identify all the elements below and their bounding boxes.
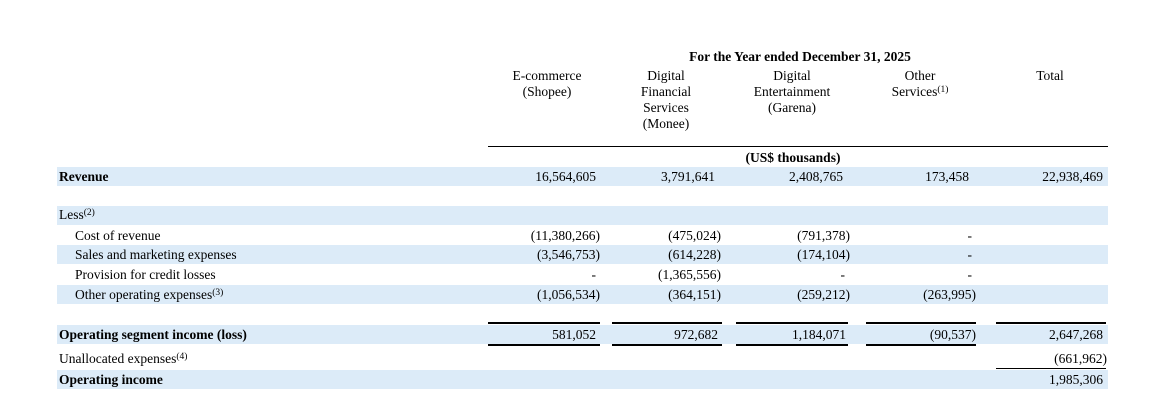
- cell-revenue-other: 173,458: [925, 169, 969, 184]
- row-label-less: Less(2): [59, 207, 95, 222]
- row-label-segment-income: Operating segment income (loss): [59, 327, 247, 342]
- row-label-operating-income: Operating income: [59, 372, 163, 387]
- rule-top-entertainment: [736, 322, 848, 324]
- cell-opex-entertainment: (259,212): [797, 287, 850, 302]
- rule-bottom-entertainment: [736, 344, 848, 346]
- row-label-credit-losses: Provision for credit losses: [75, 267, 216, 282]
- cell-unallocated-total: (661,962): [1054, 351, 1107, 366]
- cell-sales-entertainment: (174,104): [797, 247, 850, 262]
- units-label: (US$ thousands): [745, 150, 841, 165]
- row-band-less: [57, 206, 1108, 225]
- cell-cost-financial: (475,024): [668, 228, 721, 243]
- cell-credit-entertainment: -: [840, 267, 846, 282]
- row-label-cost-of-revenue: Cost of revenue: [75, 228, 161, 243]
- rule-top-financial: [612, 322, 722, 324]
- rule-bottom-other: [866, 344, 976, 346]
- column-header-other-services: Other Services(1): [891, 68, 949, 99]
- row-band-sales-marketing: [57, 245, 1108, 264]
- cell-operating-income-total: 1,985,306: [1049, 372, 1103, 387]
- cell-cost-ecommerce: (11,380,266): [530, 228, 600, 243]
- row-label-revenue: Revenue: [59, 169, 109, 184]
- rule-top-ecommerce: [488, 322, 600, 324]
- header-rule: [488, 146, 1108, 147]
- column-header-digital-financial: Digital Financial Services (Monee): [640, 68, 692, 131]
- cell-sales-other: -: [967, 247, 973, 262]
- cell-revenue-ecommerce: 16,564,605: [535, 169, 596, 184]
- cell-revenue-financial: 3,791,641: [661, 169, 715, 184]
- rule-unallocated-total: [996, 368, 1106, 369]
- cell-credit-financial: (1,365,556): [658, 267, 721, 282]
- cell-revenue-total: 22,938,469: [1042, 169, 1103, 184]
- column-header-total: Total: [1036, 68, 1064, 83]
- row-band-segment-income: [57, 325, 1108, 344]
- cell-opex-ecommerce: (1,056,534): [537, 287, 600, 302]
- cell-sales-financial: (614,228): [668, 247, 721, 262]
- row-label-other-opex: Other operating expenses(3): [75, 287, 224, 302]
- period-header: For the Year ended December 31, 2025: [689, 49, 911, 64]
- cell-segment-financial: 972,682: [674, 327, 718, 342]
- cell-opex-financial: (364,151): [668, 287, 721, 302]
- row-band-revenue: [57, 167, 1108, 186]
- cell-segment-total: 2,647,268: [1049, 327, 1103, 342]
- cell-opex-other: (263,995): [923, 287, 976, 302]
- cell-cost-other: -: [967, 228, 973, 243]
- column-header-digital-entertainment: Digital Entertainment (Garena): [753, 68, 831, 115]
- rule-top-other: [866, 322, 976, 324]
- cell-segment-ecommerce: 581,052: [552, 327, 596, 342]
- rule-bottom-ecommerce: [488, 344, 600, 346]
- cell-credit-ecommerce: -: [591, 267, 597, 282]
- cell-segment-other: (90,537): [929, 327, 976, 342]
- cell-segment-entertainment: 1,184,071: [792, 327, 846, 342]
- cell-cost-entertainment: (791,378): [797, 228, 850, 243]
- row-band-operating-income: [57, 370, 1108, 389]
- rule-top-total: [996, 322, 1106, 324]
- row-label-unallocated: Unallocated expenses(4): [59, 351, 188, 366]
- row-band-other-opex: [57, 285, 1108, 304]
- rule-bottom-financial: [612, 344, 722, 346]
- cell-sales-ecommerce: (3,546,753): [537, 247, 600, 262]
- cell-credit-other: -: [967, 267, 973, 282]
- column-header-ecommerce: E-commerce (Shopee): [512, 68, 582, 99]
- cell-revenue-entertainment: 2,408,765: [789, 169, 843, 184]
- row-label-sales-marketing: Sales and marketing expenses: [75, 247, 237, 262]
